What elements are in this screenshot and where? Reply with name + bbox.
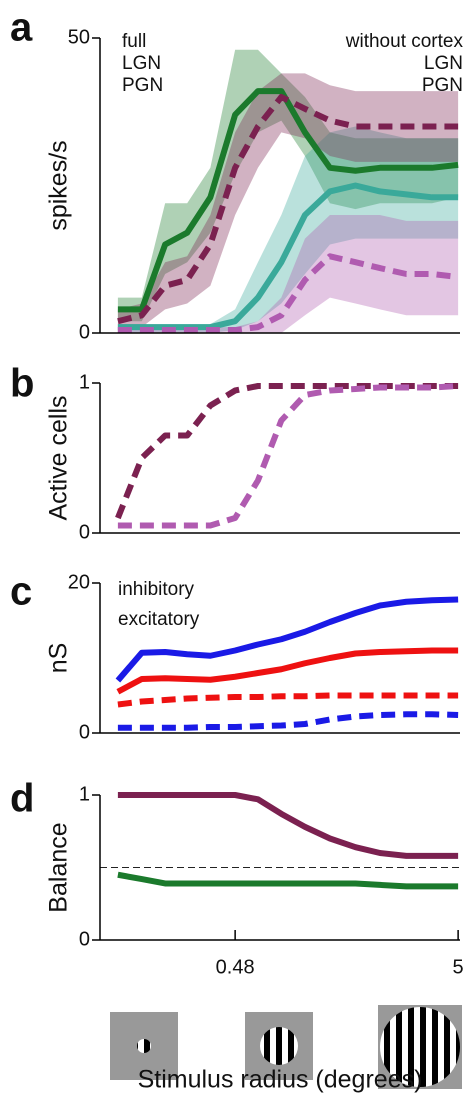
y-tick-label: 0	[79, 928, 90, 950]
series-line	[115, 383, 459, 520]
series-line	[117, 711, 459, 731]
panel-letter: d	[10, 777, 34, 821]
x-axis-label: Stimulus radius (degrees)	[138, 1066, 423, 1094]
error-band	[117, 126, 459, 333]
legend-entry: inhibitory	[118, 579, 195, 600]
grating	[137, 1039, 151, 1053]
series-line	[117, 253, 459, 334]
y-axis-label: Balance	[45, 822, 73, 912]
y-tick-label: 0	[79, 521, 90, 543]
series-line	[117, 383, 459, 529]
legend-entry: LGN	[122, 53, 161, 74]
y-tick-label: 20	[68, 571, 90, 593]
series-line	[116, 647, 459, 695]
y-tick-label: 1	[79, 371, 90, 393]
grating	[260, 1027, 298, 1065]
series-line	[115, 596, 459, 683]
legend-entry: excitatory	[118, 609, 200, 630]
legend-entry: PGN	[122, 75, 163, 96]
panel-letter: c	[10, 570, 32, 614]
panel-letter: b	[10, 362, 34, 406]
series-line	[117, 88, 459, 313]
error-band	[117, 73, 459, 334]
y-tick-label: 0	[79, 721, 90, 743]
panel-letter: a	[10, 6, 33, 50]
legend-entry: PGN	[422, 75, 463, 96]
x-tick-label: 0.48	[216, 956, 255, 978]
error-band	[117, 215, 459, 333]
series-line	[117, 792, 459, 859]
y-tick-label: 1	[79, 783, 90, 805]
legend-entry: LGN	[424, 53, 463, 74]
grating	[380, 1007, 460, 1087]
legend-title: full	[122, 31, 146, 52]
legend-title: without cortex	[345, 31, 464, 52]
series-line	[117, 94, 459, 325]
y-tick-label: 0	[79, 321, 90, 343]
y-tick-label: 50	[68, 26, 90, 48]
y-axis-label: nS	[45, 643, 73, 674]
stimulus-icons	[110, 1005, 462, 1089]
y-axis-label: Active cells	[45, 395, 73, 520]
y-axis-label: spikes/s	[45, 140, 73, 230]
x-tick-label: 5	[453, 956, 464, 978]
series-line	[117, 871, 459, 890]
series-line	[117, 692, 459, 708]
